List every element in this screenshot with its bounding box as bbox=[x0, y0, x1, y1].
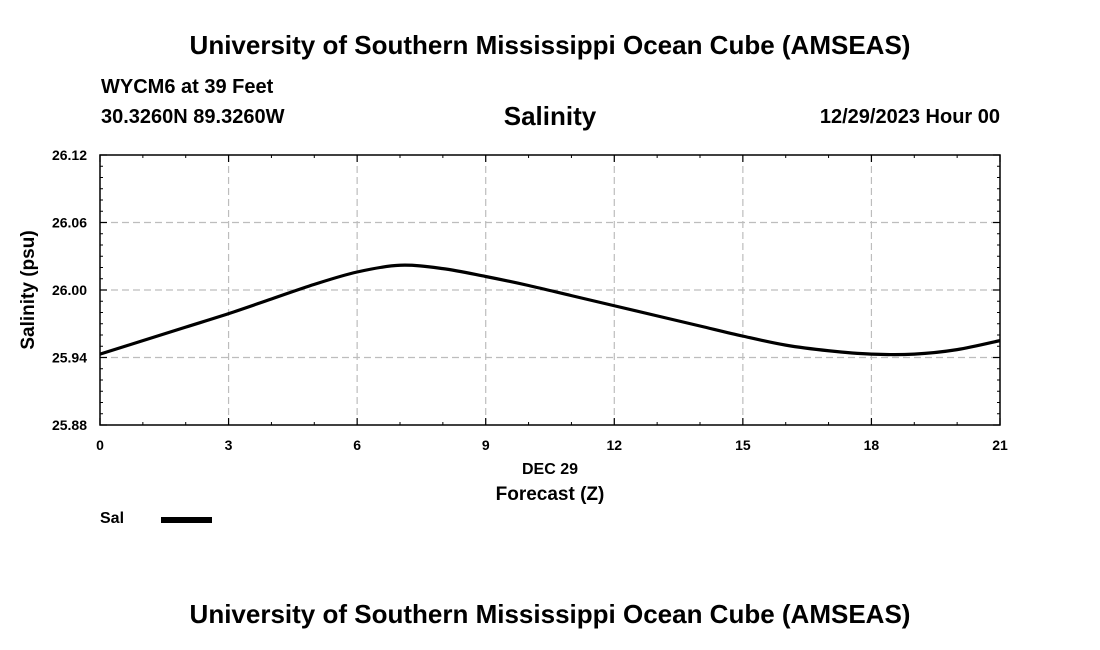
x-axis-label: Forecast (Z) bbox=[496, 484, 605, 505]
x-tick-label: 3 bbox=[225, 437, 233, 453]
y-tick-label: 25.94 bbox=[52, 350, 87, 366]
x-axis-date-label: DEC 29 bbox=[522, 461, 578, 478]
footer-title: University of Southern Mississippi Ocean… bbox=[189, 599, 911, 629]
station-coordinates: 30.3260N 89.3260W bbox=[101, 106, 285, 128]
y-tick-label: 26.06 bbox=[52, 215, 87, 231]
series-layer bbox=[99, 263, 1001, 357]
page-title: University of Southern Mississippi Ocean… bbox=[189, 30, 911, 60]
y-tick-label: 26.00 bbox=[52, 282, 87, 298]
x-tick-label: 6 bbox=[353, 437, 361, 453]
x-tick-label: 15 bbox=[735, 437, 751, 453]
label-layer: DEC 29 Forecast (Z) Salinity (psu) bbox=[18, 230, 604, 505]
legend-line-swatch bbox=[161, 517, 212, 523]
forecast-datetime: 12/29/2023 Hour 00 bbox=[819, 106, 1000, 128]
x-tick-label: 21 bbox=[992, 437, 1008, 453]
x-tick-label: 12 bbox=[606, 437, 622, 453]
series-line-sal bbox=[99, 263, 1001, 357]
x-tick-label: 18 bbox=[864, 437, 880, 453]
grid-layer bbox=[100, 155, 1000, 425]
x-tick-label: 9 bbox=[482, 437, 490, 453]
y-tick-label: 25.88 bbox=[52, 417, 87, 433]
y-axis-label: Salinity (psu) bbox=[18, 230, 39, 349]
station-label: WYCM6 at 39 Feet bbox=[101, 76, 274, 98]
tick-layer: 0 3 6 9 12 15 18 21 25.88 25.94 26.00 26.06 26.12 bbox=[52, 147, 1008, 453]
x-tick-label: 0 bbox=[96, 437, 104, 453]
chart-title: Salinity bbox=[503, 101, 597, 131]
legend-label: Sal bbox=[100, 510, 125, 527]
y-tick-label: 26.12 bbox=[52, 147, 87, 163]
